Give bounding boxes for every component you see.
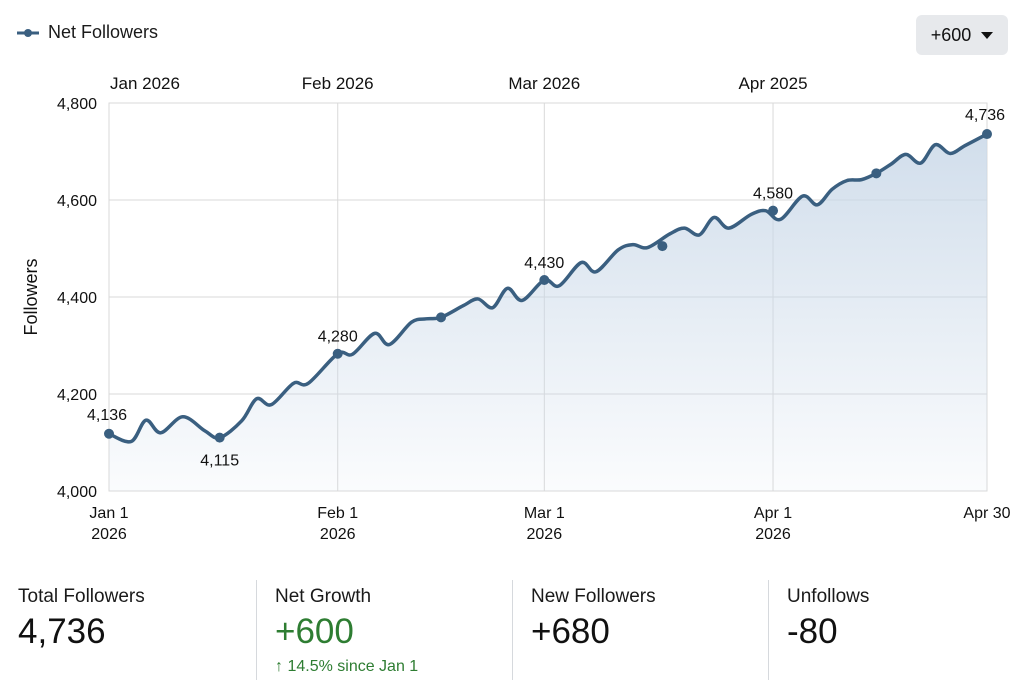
y-axis-label: Followers xyxy=(21,258,41,335)
data-point xyxy=(871,168,882,179)
data-label: 4,280 xyxy=(318,329,358,346)
top-month-label: Feb 2026 xyxy=(302,74,374,93)
series-line xyxy=(107,132,989,444)
caret-down-icon xyxy=(981,31,994,39)
legend: Net Followers xyxy=(16,22,158,43)
x-tick-label: 2026 xyxy=(527,526,563,543)
stat-label: New Followers xyxy=(531,586,656,607)
stat-label: Unfollows xyxy=(787,586,870,607)
top-month-label: Apr 2025 xyxy=(739,74,808,93)
data-label: 4,115 xyxy=(200,453,239,470)
top-month-label: Mar 2026 xyxy=(508,74,580,93)
data-point xyxy=(214,432,225,443)
x-tick-label: Jan 1 xyxy=(89,505,128,522)
data-point xyxy=(982,129,992,140)
data-point xyxy=(332,348,343,359)
data-label: 4,430 xyxy=(524,255,564,272)
stats-row: Total Followers 4,736 Net Growth +600 ↑ … xyxy=(0,580,1024,680)
data-point xyxy=(436,312,447,323)
series-area xyxy=(109,134,987,492)
x-tick-label: 2026 xyxy=(320,526,356,543)
range-selector-button[interactable]: +600 xyxy=(916,15,1008,55)
x-tick-label: Mar 1 xyxy=(524,505,565,522)
range-selector-value: +600 xyxy=(930,24,972,45)
y-tick-label: 4,800 xyxy=(57,96,97,113)
x-tick-label: Feb 1 xyxy=(317,505,358,522)
x-tick-label: Apr 1 xyxy=(754,505,792,522)
y-tick-label: 4,200 xyxy=(57,387,97,404)
stat-value: +600 xyxy=(275,612,354,651)
stat-net-growth: Net Growth +600 ↑ 14.5% since Jan 1 xyxy=(256,580,512,680)
top-month-label: Jan 2026 xyxy=(110,74,180,93)
data-point xyxy=(539,275,550,286)
stat-value: -80 xyxy=(787,612,838,651)
data-label: 4,736 xyxy=(965,107,1005,124)
stat-unfollows: Unfollows -80 xyxy=(768,580,1024,680)
y-tick-label: 4,600 xyxy=(57,193,97,210)
stat-value: 4,736 xyxy=(18,612,106,651)
data-point xyxy=(768,205,779,216)
y-tick-label: 4,000 xyxy=(57,484,97,501)
data-point xyxy=(657,241,668,252)
x-tick-label: Apr 30 xyxy=(963,505,1010,522)
x-tick-label: 2026 xyxy=(91,526,127,543)
stat-subtext: ↑ 14.5% since Jan 1 xyxy=(275,658,419,675)
stat-total-followers: Total Followers 4,736 xyxy=(0,580,256,680)
y-tick-label: 4,400 xyxy=(57,290,97,307)
stat-value: +680 xyxy=(531,612,610,651)
stat-label: Total Followers xyxy=(18,586,145,607)
legend-label: Net Followers xyxy=(48,22,159,42)
followers-chart: 4,000 4,200 4,400 4,600 4,800 Jan 1 2026 Feb 1 2… xyxy=(21,74,1011,543)
legend-line-icon xyxy=(17,28,39,37)
data-label: 4,580 xyxy=(753,186,793,203)
data-point xyxy=(104,428,114,439)
data-label: 4,136 xyxy=(87,407,127,424)
stat-new-followers: New Followers +680 xyxy=(512,580,768,680)
x-tick-label: 2026 xyxy=(755,526,791,543)
stat-label: Net Growth xyxy=(275,586,372,607)
